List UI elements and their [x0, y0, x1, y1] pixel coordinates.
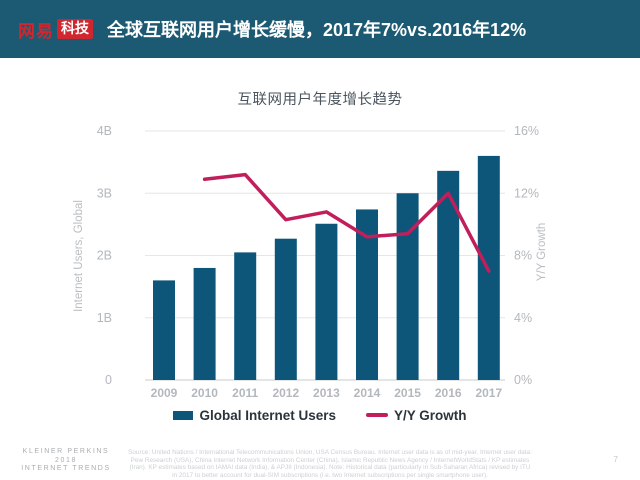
right-axis-tick-label: 16% [514, 124, 539, 138]
page-number: 7 [613, 455, 618, 464]
bar-2015 [396, 193, 419, 380]
header-bar: 网易 科技 全球互联网用户增长缓慢，2017年7%vs.2016年12% [0, 0, 640, 58]
left-axis-title: Internet Users, Global [73, 200, 85, 312]
x-axis-label: 2017 [475, 386, 502, 400]
x-axis-label: 2012 [272, 386, 299, 400]
x-axis-label: 2010 [191, 386, 218, 400]
slide-title: 全球互联网用户增长缓慢，2017年7%vs.2016年12% [107, 20, 527, 40]
netease-logo: 网易 科技 [18, 17, 93, 42]
x-axis-label: 2013 [313, 386, 340, 400]
right-axis-title: Y/Y Growth [536, 223, 548, 282]
chart-legend: Global Internet Users Y/Y Growth [0, 405, 640, 425]
x-axis-label: 2014 [354, 386, 381, 400]
bar-2010 [193, 267, 216, 380]
bar-2009 [153, 280, 175, 380]
x-axis-label: 2009 [151, 386, 178, 400]
footer-brand-line: KLEINER PERKINS [22, 448, 110, 455]
line-swatch-icon [366, 413, 389, 417]
logo-tech-badge: 科技 [57, 19, 93, 39]
legend-item-line: Y/Y Growth [366, 408, 467, 423]
x-axis-label: 2015 [394, 386, 421, 400]
left-axis-tick-label: 2B [97, 249, 112, 263]
right-axis-tick-label: 8% [514, 249, 532, 263]
x-axis-label: 2011 [232, 386, 258, 400]
chart-title: 互联网用户年度增长趋势 [237, 92, 403, 108]
right-axis-tick-label: 12% [514, 186, 539, 200]
bar-2013 [315, 223, 338, 380]
footer-brand-line: 2018 [55, 456, 77, 464]
bar-swatch-icon [173, 410, 194, 420]
x-axis-label: 2016 [435, 386, 462, 400]
legend-item-bars: Global Internet Users [173, 408, 336, 423]
footer-brand: KLEINER PERKINS 2018 INTERNET TRENDS [6, 448, 126, 474]
source-note: Source: United Nations / International T… [128, 449, 532, 480]
logo-brand-text: 网易 [18, 21, 54, 41]
left-axis-tick-label: 0 [105, 373, 112, 387]
bar-2014 [356, 209, 378, 380]
legend-label: Y/Y Growth [394, 407, 467, 423]
right-axis-tick-label: 4% [514, 311, 532, 325]
footer-brand-line: INTERNET TRENDS [21, 465, 111, 473]
bar-2012 [274, 238, 297, 380]
left-axis-tick-label: 4B [97, 124, 112, 138]
growth-line [202, 172, 491, 273]
bar-2011 [234, 252, 257, 380]
right-axis-tick-label: 0% [514, 373, 532, 387]
left-axis-tick-label: 1B [97, 311, 112, 325]
legend-label: Global Internet Users [199, 407, 337, 423]
bar-2016 [437, 170, 460, 380]
left-axis-tick-label: 3B [97, 186, 112, 200]
